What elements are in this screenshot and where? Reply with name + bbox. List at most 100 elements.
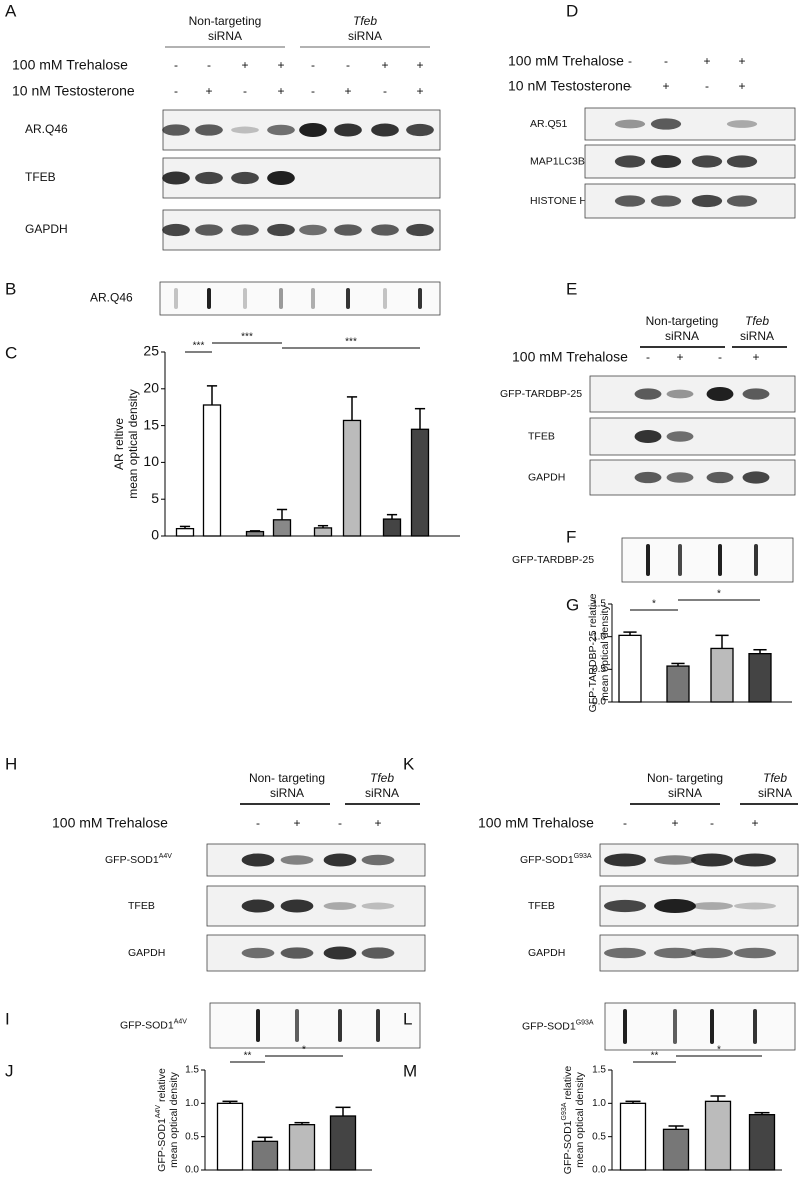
panel-letter: C [5, 343, 17, 362]
condition-sign: + [416, 58, 423, 72]
blot-label-main: GFP-SOD1 [105, 854, 159, 866]
condition-sign: + [671, 816, 678, 830]
bar [175, 527, 195, 537]
blot-band [267, 124, 295, 136]
slot-band [418, 288, 422, 309]
blot-band [231, 126, 259, 134]
y-tick-label: 20 [143, 380, 159, 396]
condition-sign: + [416, 84, 423, 98]
group-label: siRNA [270, 786, 304, 800]
y-tick-label: 0.5 [592, 664, 606, 675]
blot-band [614, 155, 646, 168]
blot-band [734, 947, 776, 959]
y-axis-label: mean optical density [168, 1071, 180, 1167]
bar [618, 634, 642, 703]
bar [288, 1124, 316, 1171]
bar [662, 1128, 690, 1171]
condition-sign: + [293, 816, 300, 830]
slot-band [754, 544, 758, 576]
blot-label: GFP-SOD1A4V [105, 853, 172, 865]
blot-band [267, 171, 295, 185]
blot-band [634, 429, 662, 444]
condition-sign: + [241, 58, 248, 72]
group-label: Tfeb [370, 771, 394, 785]
blot-band [231, 224, 259, 236]
significance-label: *** [241, 332, 253, 343]
blot-band [654, 855, 696, 865]
blot-band [334, 123, 362, 137]
slot-band [256, 1009, 260, 1042]
condition-sign: + [738, 54, 745, 68]
blot-band [734, 853, 776, 867]
blot-label: GFP-TARDBP-25 [500, 388, 582, 400]
blot-band [323, 853, 357, 867]
group-label: Tfeb [353, 14, 377, 28]
bar [710, 647, 734, 703]
y-axis-label: GFP-SOD1A4V relative [155, 1068, 167, 1172]
panel-letter: K [403, 754, 415, 773]
blot-label: TFEB [528, 900, 555, 912]
blot-label-sup: A4V [159, 853, 173, 860]
condition-sign: + [662, 79, 669, 93]
condition-label: 100 mM Trehalose [12, 57, 128, 73]
blot-band [195, 171, 223, 185]
condition-sign: - [710, 816, 714, 830]
condition-sign: + [277, 58, 284, 72]
y-axis-label-main: GFP-SOD1 [562, 1120, 574, 1174]
bar [329, 1115, 357, 1171]
blot-frame [584, 107, 796, 141]
panel-letter: M [403, 1061, 417, 1080]
slot-band [623, 1009, 627, 1044]
bar [410, 428, 430, 537]
blot-band [406, 123, 434, 137]
y-axis-label-rest: relative [562, 1066, 574, 1103]
blot-band [241, 947, 275, 959]
panel-letter: G [566, 595, 579, 614]
blot-frame [159, 281, 441, 316]
panel-letter: E [566, 279, 577, 298]
group-label: siRNA [348, 29, 382, 43]
slot-band [346, 288, 350, 309]
blot-band [195, 224, 223, 236]
blot-band [742, 388, 770, 400]
bar [272, 519, 292, 537]
significance-label: * [717, 589, 721, 600]
significance-label: ** [651, 1051, 659, 1062]
y-tick-label: 1.0 [592, 631, 606, 642]
significance-label: *** [345, 337, 357, 348]
condition-sign: - [338, 816, 342, 830]
condition-sign: + [738, 79, 745, 93]
slot-band [174, 288, 178, 309]
y-tick-label: 10 [143, 453, 159, 469]
group-label: siRNA [668, 786, 702, 800]
condition-sign: + [344, 84, 351, 98]
y-tick-label: 1.0 [185, 1098, 199, 1109]
significance-label: * [302, 1045, 306, 1056]
blot-band [195, 124, 223, 136]
slot-band [243, 288, 247, 309]
blot-label: MAP1LC3B [530, 155, 585, 167]
y-tick-label: 1.5 [592, 599, 606, 610]
group-label: Tfeb [745, 314, 769, 328]
condition-sign: - [718, 350, 722, 364]
bar [704, 1100, 732, 1171]
condition-label: 100 mM Trehalose [478, 815, 594, 831]
slot-band [383, 288, 387, 309]
blot-band [691, 947, 733, 959]
slot-band [710, 1009, 714, 1044]
y-tick-label: 5 [151, 490, 159, 506]
blot-label-main: GFP-SOD1 [120, 1019, 174, 1031]
blot-label-sup: A4V [174, 1019, 188, 1026]
blot-band [650, 118, 682, 130]
condition-label: 10 nM Testosterone [12, 83, 135, 99]
blot-band [666, 472, 694, 483]
condition-sign: + [374, 816, 381, 830]
blot-band [706, 387, 734, 401]
blot-label: GFP-SOD1A4V [120, 1019, 187, 1031]
group-label: Non-targeting [646, 314, 719, 328]
condition-sign: - [311, 84, 315, 98]
group-label: siRNA [208, 29, 242, 43]
condition-sign: + [676, 350, 683, 364]
bar [748, 653, 772, 703]
blot-band [280, 899, 314, 913]
